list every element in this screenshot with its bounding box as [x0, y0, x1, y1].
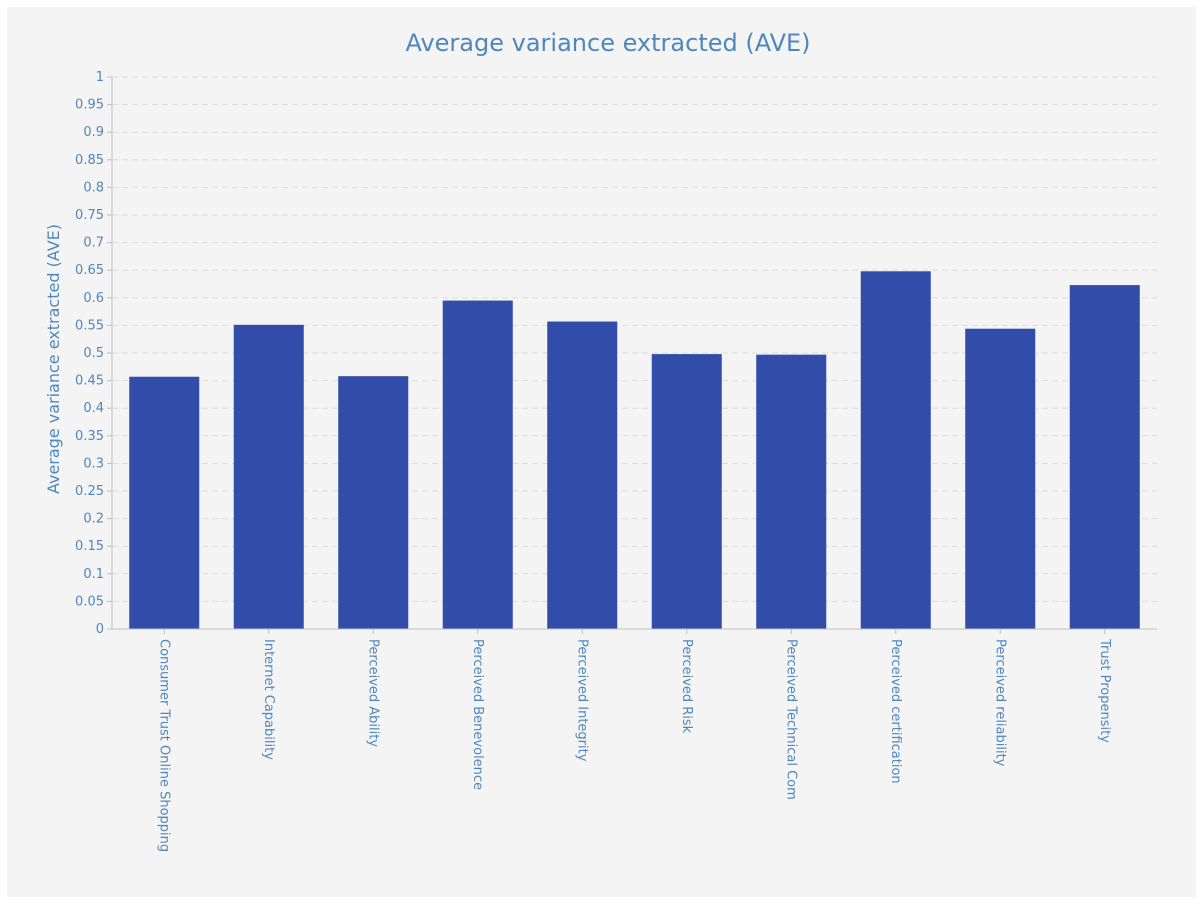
bar[interactable] [965, 328, 1036, 629]
chart-title: Average variance extracted (AVE) [405, 29, 810, 57]
y-tick-label: 0.25 [75, 484, 104, 499]
y-axis-label: Average variance extracted (AVE) [44, 224, 63, 494]
y-tick-label: 0.9 [83, 125, 104, 140]
y-tick-label: 0.75 [75, 208, 104, 223]
y-tick-labels: 0 0.05 0.1 0.15 0.2 0.25 0.3 0.35 0.4 0.45 0.5 0.55… [75, 70, 104, 637]
x-tick-label: Perceived Benevolence [470, 639, 485, 790]
bar[interactable] [1069, 285, 1140, 629]
y-tick-label: 0.45 [75, 374, 104, 389]
bar[interactable] [651, 354, 722, 629]
y-tick-label: 0.35 [75, 429, 104, 444]
x-tick-label: Perceived Integrity [574, 639, 589, 762]
y-tick-label: 0.85 [75, 153, 104, 168]
y-tick-label: 0.7 [83, 236, 104, 251]
bar[interactable] [442, 300, 513, 629]
bar[interactable] [860, 271, 931, 629]
x-tick-label: Perceived certification [888, 639, 903, 784]
bar[interactable] [233, 324, 304, 629]
bars [129, 271, 1140, 629]
x-tick-label: Perceived Technical Com [783, 639, 798, 800]
y-tick-label: 0.2 [83, 512, 104, 527]
y-tick-label: 0.3 [83, 456, 104, 471]
y-tick-label: 0.4 [83, 401, 104, 416]
x-tick-label: Perceived reliability [992, 639, 1007, 767]
x-tick-labels: Consumer Trust Online Shopping Internet C… [156, 638, 1112, 852]
y-tick-label: 0.6 [83, 291, 104, 306]
y-tick-label: 0.15 [75, 539, 104, 554]
y-tick-label: 0.05 [75, 594, 104, 609]
x-tick-label: Trust Propensity [1097, 638, 1112, 743]
x-tick-label: Perceived Risk [679, 639, 694, 734]
y-tick-label: 0.55 [75, 318, 104, 333]
y-tick-label: 0.95 [75, 98, 104, 113]
axes [107, 76, 1157, 634]
bar-chart: Average variance extracted (AVE) Average… [44, 29, 1157, 852]
y-tick-label: 0.8 [83, 180, 104, 195]
y-tick-label: 0 [96, 622, 104, 637]
x-tick-label: Consumer Trust Online Shopping [156, 639, 171, 852]
bar[interactable] [756, 354, 827, 629]
x-tick-label: Internet Capability [261, 639, 276, 760]
y-tick-label: 1 [96, 70, 104, 85]
bar[interactable] [338, 376, 409, 629]
y-tick-label: 0.65 [75, 263, 104, 278]
chart-panel: Average variance extracted (AVE) Average… [7, 7, 1196, 897]
y-tick-label: 0.5 [83, 346, 104, 361]
y-tick-label: 0.1 [83, 567, 104, 582]
bar[interactable] [547, 321, 618, 629]
x-tick-label: Perceived Ability [365, 639, 380, 747]
bar[interactable] [129, 376, 200, 629]
